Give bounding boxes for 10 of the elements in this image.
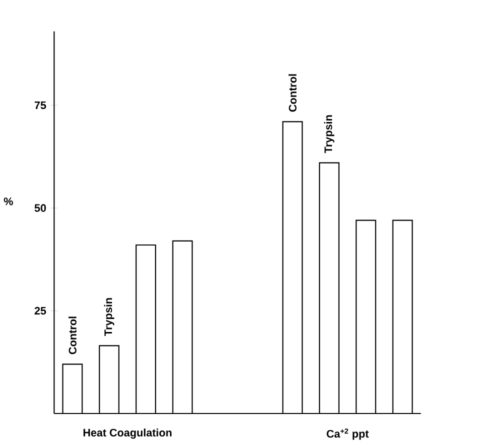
y-tick-label: 25 — [34, 306, 46, 314]
x-tick-label: Trypsin — [324, 115, 334, 153]
y-tick-label: 75 — [34, 101, 46, 109]
x-tick-label: Trypsin — [104, 298, 114, 336]
x-tick-label: Control — [288, 74, 297, 112]
x-tick-label: Control — [68, 316, 76, 354]
y-tick-label: 50 — [34, 204, 46, 212]
text: Ca$^{+2}$ ppt — [326, 428, 369, 440]
y-axis-title: % — [4, 197, 13, 206]
text: Heat Coagulation — [84, 428, 172, 438]
